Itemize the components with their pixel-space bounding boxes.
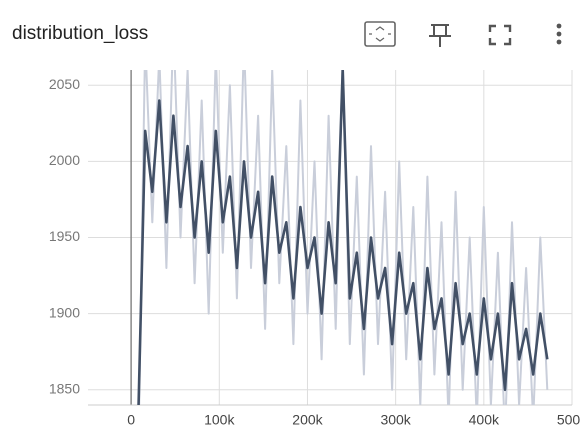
chart-title: distribution_loss [12, 23, 148, 44]
y-tick-label: 2000 [49, 152, 80, 168]
series-line [137, 70, 549, 405]
y-tick-label: 1950 [49, 228, 80, 244]
x-tick-label: 300k [380, 412, 411, 428]
x-tick-label: 100k [204, 412, 235, 428]
y-tick-label: 1850 [49, 380, 80, 396]
y-tick-label: 2050 [49, 76, 80, 92]
x-tick-label: 0 [127, 412, 135, 428]
x-tick-label: 200k [292, 412, 323, 428]
more-icon[interactable] [556, 23, 562, 45]
pin-icon[interactable] [429, 24, 451, 47]
fullscreen-icon[interactable] [488, 24, 512, 46]
fit-icon[interactable] [364, 21, 396, 47]
x-tick-label: 400k [469, 412, 500, 428]
x-tick-label: 500k [557, 412, 580, 428]
plot-area: 1850 1900 1950 2000 2050 0 100k 200k 300k 400k 500… [49, 70, 580, 428]
y-tick-label: 1900 [49, 304, 80, 320]
